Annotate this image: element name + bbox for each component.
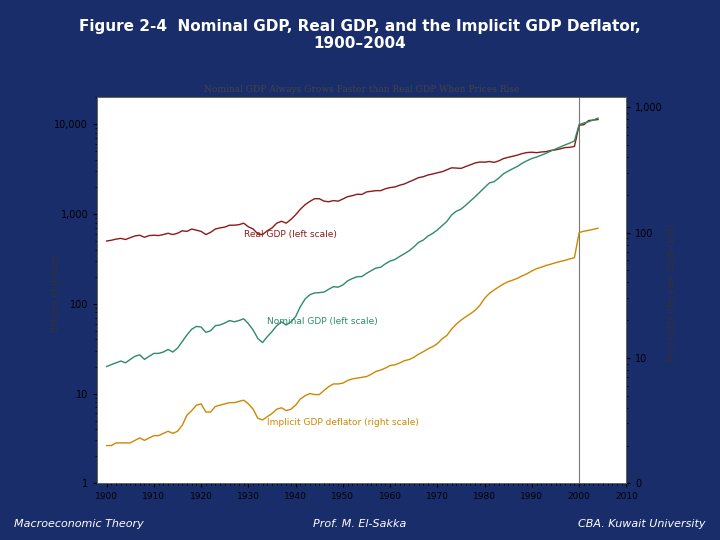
Title: Nominal GDP Always Grows Faster than Real GDP When Prices Rise: Nominal GDP Always Grows Faster than Rea… xyxy=(204,85,520,93)
Text: Figure 2-4  Nominal GDP, Real GDP, and the Implicit GDP Deflator,
1900–2004: Figure 2-4 Nominal GDP, Real GDP, and th… xyxy=(79,19,641,51)
Text: Price Index (the year 2000=100): Price Index (the year 2000=100) xyxy=(667,224,676,362)
Text: Billions of dollars: Billions of dollars xyxy=(51,254,60,332)
Text: Macroeconomic Theory: Macroeconomic Theory xyxy=(14,519,144,529)
Text: Nominal GDP (left scale): Nominal GDP (left scale) xyxy=(267,316,378,326)
Text: Real GDP (left scale): Real GDP (left scale) xyxy=(243,230,336,239)
Text: Prof. M. El-Sakka: Prof. M. El-Sakka xyxy=(313,519,407,529)
Text: CBA. Kuwait University: CBA. Kuwait University xyxy=(578,519,706,529)
Text: Implicit GDP deflator (right scale): Implicit GDP deflator (right scale) xyxy=(267,417,419,427)
